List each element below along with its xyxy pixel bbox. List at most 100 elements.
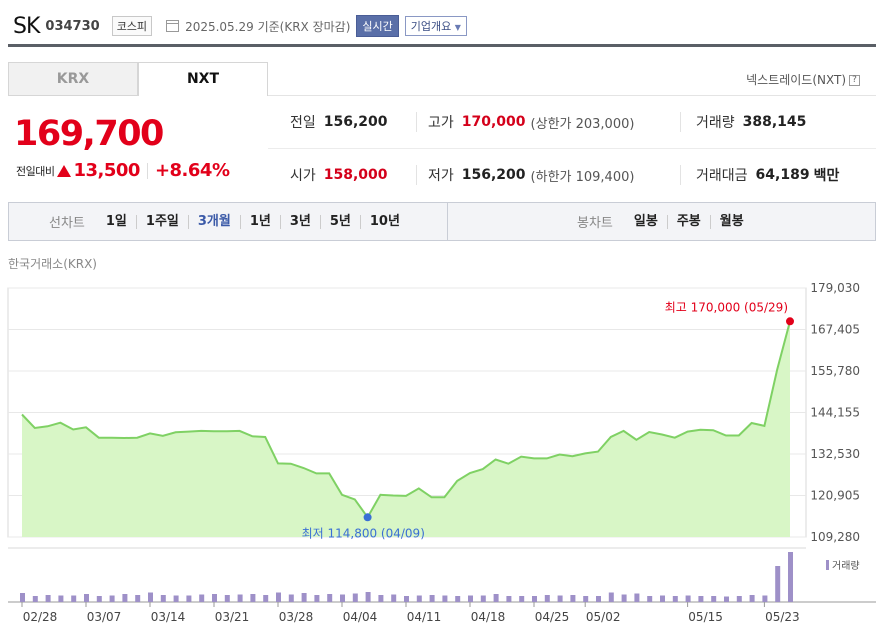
low-value: 156,200 xyxy=(461,167,526,183)
stock-header: SK 034730 코스피 2025.05.29 기준(KRX 장마감) 실시간… xyxy=(8,8,876,44)
high-point-marker xyxy=(786,317,794,326)
change-percent: +8.64% xyxy=(154,160,230,181)
volume-bar xyxy=(58,595,64,602)
stats-table: 전일 156,200 고가 170,000 (상한가 203,000) 거래량 388,… xyxy=(268,96,876,200)
x-tick-label: 05/02 xyxy=(586,610,621,624)
stats-divider xyxy=(416,165,417,185)
upper-limit: (상한가 203,000) xyxy=(530,116,635,132)
volume-bar xyxy=(71,595,77,602)
change-separator xyxy=(146,162,148,179)
volume-label: 거래량 xyxy=(696,115,735,131)
nxt-info-link[interactable]: 넥스트레이드(NXT)? xyxy=(746,71,860,88)
volume-bar xyxy=(186,595,192,602)
line-chart-label: 선차트 xyxy=(49,216,85,231)
nxt-info-label: 넥스트레이드(NXT) xyxy=(746,73,846,87)
volume-bar xyxy=(378,595,384,602)
period-3m[interactable]: 3개월 xyxy=(189,214,241,229)
period-10y[interactable]: 10년 xyxy=(369,213,400,229)
volume-bar xyxy=(148,592,153,602)
candle-chart-periods: 봉차트 일봉 주봉 월봉 xyxy=(577,203,753,240)
volume-bar xyxy=(608,592,614,602)
lower-limit: (하한가 109,400) xyxy=(530,169,635,185)
volume-bar xyxy=(301,593,307,602)
prev-close-label: 전일 xyxy=(290,115,316,131)
volume-bar xyxy=(570,595,576,602)
period-1w[interactable]: 1주일 xyxy=(137,214,189,229)
volume-bar xyxy=(583,596,589,602)
x-tick-label: 05/15 xyxy=(688,610,723,624)
date-text: 2025.05.29 기준(KRX 장마감) xyxy=(185,19,351,34)
tab-baseline xyxy=(268,95,876,96)
y-tick-label: 167,405 xyxy=(810,323,860,337)
volume-bar xyxy=(288,594,294,602)
period-1d[interactable]: 1일 xyxy=(97,214,137,229)
period-1y[interactable]: 1년 xyxy=(241,214,281,229)
volume-bar xyxy=(109,595,115,602)
company-info-dropdown[interactable]: 기업개요 ▼ xyxy=(404,16,467,36)
realtime-button[interactable]: 실시간 xyxy=(356,15,399,37)
low-point-marker xyxy=(363,513,372,522)
price-change: 전일대비 13,500 +8.64% xyxy=(16,160,230,181)
calendar-icon xyxy=(166,20,180,32)
stats-divider xyxy=(416,112,417,132)
volume-bar xyxy=(442,595,448,602)
candle-daily[interactable]: 일봉 xyxy=(625,214,668,229)
volume-bar xyxy=(404,596,409,602)
help-icon[interactable]: ? xyxy=(849,75,860,86)
period-5y[interactable]: 5년 xyxy=(321,214,361,229)
volume-bar xyxy=(429,595,435,602)
change-value: 13,500 xyxy=(73,160,140,181)
volume-bar xyxy=(237,594,243,602)
volume-bar xyxy=(519,596,525,602)
volume-bar xyxy=(557,595,563,602)
volume-legend-swatch xyxy=(826,559,829,570)
volume-bar xyxy=(340,594,345,602)
price-line xyxy=(21,321,791,520)
y-tick-label: 109,280 xyxy=(810,530,860,544)
change-label: 전일대비 xyxy=(16,164,55,178)
candle-chart-label: 봉차트 xyxy=(577,216,613,231)
high-label: 고가 xyxy=(428,115,454,131)
volume-bar xyxy=(621,594,627,602)
x-tick-label: 04/11 xyxy=(407,610,442,624)
volume-bar xyxy=(96,596,102,602)
tab-nxt[interactable]: NXT xyxy=(138,62,268,96)
volume-bar xyxy=(314,595,320,602)
high-value: 170,000 xyxy=(461,114,526,130)
volume-bar xyxy=(544,595,550,602)
volume-bar xyxy=(160,595,166,602)
volume-bar xyxy=(788,552,793,602)
volume-bar xyxy=(468,595,473,602)
tab-krx[interactable]: KRX xyxy=(8,62,138,96)
candle-monthly[interactable]: 월봉 xyxy=(719,213,744,229)
volume-bar xyxy=(685,595,691,602)
prev-close-value: 156,200 xyxy=(323,114,388,130)
x-tick-label: 05/23 xyxy=(765,610,800,624)
volume-bar xyxy=(250,594,256,602)
stock-name: SK xyxy=(13,13,40,39)
current-price: 169,700 xyxy=(14,114,164,154)
stats-divider xyxy=(680,165,681,185)
volume-bar xyxy=(634,593,640,602)
x-tick-label: 04/18 xyxy=(471,610,506,624)
volume-bar xyxy=(660,595,665,602)
volume-bar xyxy=(276,592,281,602)
volume-bar xyxy=(212,594,217,602)
y-tick-label: 155,780 xyxy=(810,364,860,378)
volume-bar xyxy=(724,596,729,602)
up-arrow-icon xyxy=(57,164,72,177)
controls-divider xyxy=(447,202,448,241)
high-annotation: 최고 170,000 (05/29) xyxy=(665,300,788,314)
volume-bar xyxy=(762,595,768,602)
period-3y[interactable]: 3년 xyxy=(281,214,321,229)
x-tick-label: 02/28 xyxy=(23,610,58,624)
volume-bar xyxy=(224,595,230,602)
candle-weekly[interactable]: 주봉 xyxy=(668,214,711,229)
volume-bar xyxy=(736,596,742,602)
market-label: 한국거래소(KRX) xyxy=(8,257,97,271)
volume-bar xyxy=(455,596,461,602)
volume-bar xyxy=(480,595,486,602)
low-label: 저가 xyxy=(428,168,454,184)
y-tick-label: 120,905 xyxy=(810,489,860,503)
